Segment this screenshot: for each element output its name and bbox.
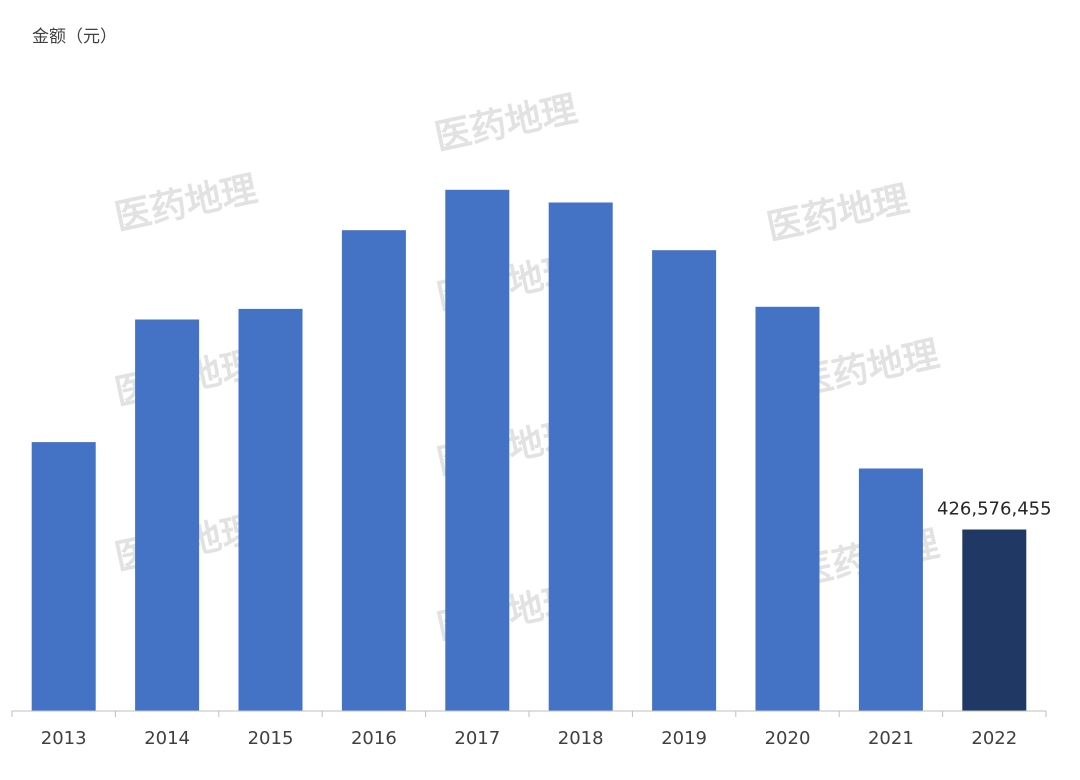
watermark: 医药地理 (763, 179, 912, 249)
bars-layer (31, 189, 1027, 712)
x-tick-label-2017: 2017 (454, 728, 500, 749)
bar-2014 (135, 319, 200, 711)
bar-2013 (31, 442, 96, 711)
bar-2016 (341, 230, 406, 711)
x-tick-label-2014: 2014 (144, 728, 190, 749)
data-label-2022: 426,576,455 (937, 499, 1052, 520)
bar-2021 (858, 468, 923, 711)
watermark: 医药地理 (111, 169, 260, 239)
bar-2017 (445, 189, 510, 712)
watermark: 医药地理 (431, 89, 580, 159)
bar-2015 (238, 308, 303, 711)
x-tick-label-2020: 2020 (765, 728, 811, 749)
x-tick-label-2016: 2016 (351, 728, 397, 749)
x-tick-label-2022: 2022 (971, 728, 1017, 749)
x-tick-label-2021: 2021 (868, 728, 914, 749)
x-tick-label-2019: 2019 (661, 728, 707, 749)
y-axis-title: 金额（元） (32, 27, 117, 47)
bar-2018 (548, 202, 613, 711)
bar-2019 (652, 250, 717, 711)
labels-layer: 2013 2014 2015 2016 2017 2018 2019 2020 2021 2022… (41, 499, 1052, 750)
x-axis (11, 710, 1047, 717)
bar-2022 (962, 529, 1027, 711)
x-tick-label-2018: 2018 (558, 728, 604, 749)
x-tick-label-2013: 2013 (41, 728, 87, 749)
x-tick-label-2015: 2015 (248, 728, 294, 749)
bar-2020 (755, 306, 820, 711)
